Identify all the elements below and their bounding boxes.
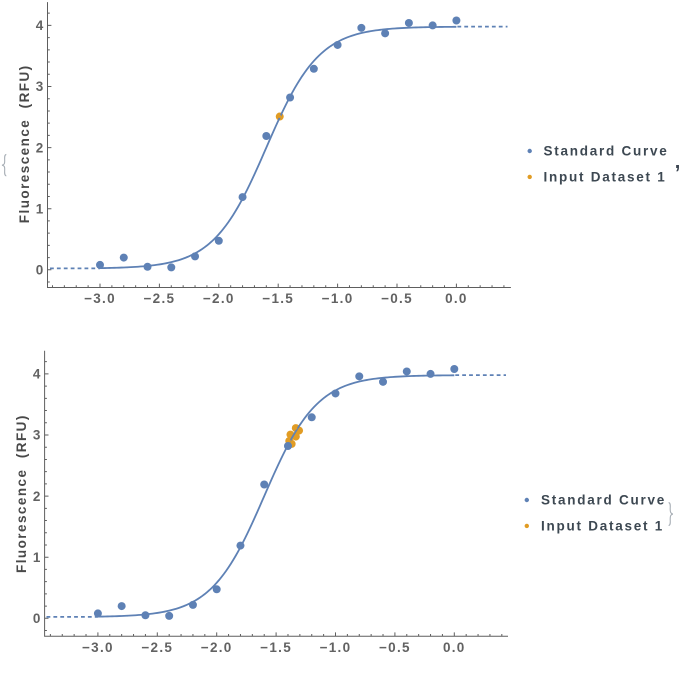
svg-text:4: 4 [33, 367, 41, 382]
svg-text:Standard Curve: Standard Curve [544, 144, 669, 159]
svg-text:−1.0: −1.0 [320, 640, 352, 655]
svg-text:4: 4 [36, 18, 44, 33]
svg-text:2: 2 [36, 140, 44, 155]
svg-text:−1.5: −1.5 [262, 291, 294, 306]
svg-text:−2.0: −2.0 [201, 640, 233, 655]
svg-text:0: 0 [36, 263, 44, 278]
svg-text:1: 1 [33, 550, 41, 565]
svg-text:−3.0: −3.0 [82, 640, 114, 655]
svg-text:3: 3 [33, 428, 41, 443]
svg-text:1: 1 [36, 201, 44, 216]
svg-text:Input Dataset 1: Input Dataset 1 [541, 519, 664, 534]
svg-text:−0.5: −0.5 [381, 291, 413, 306]
svg-text:3: 3 [36, 79, 44, 94]
svg-text:,: , [675, 151, 681, 173]
svg-text:−2.5: −2.5 [143, 291, 175, 306]
svg-text:0: 0 [33, 611, 41, 626]
svg-text:2: 2 [33, 489, 41, 504]
svg-text:0.0: 0.0 [445, 291, 468, 306]
svg-text:Fluorescence (RFU): Fluorescence (RFU) [14, 414, 29, 573]
svg-text:Standard Curve: Standard Curve [541, 493, 666, 508]
svg-text:−2.5: −2.5 [141, 640, 173, 655]
svg-text:Input Dataset 1: Input Dataset 1 [544, 170, 667, 185]
svg-text:−1.0: −1.0 [322, 291, 354, 306]
svg-text:Fluorescence (RFU): Fluorescence (RFU) [17, 64, 32, 223]
svg-text:0.0: 0.0 [443, 640, 466, 655]
svg-text:−3.0: −3.0 [84, 291, 116, 306]
svg-text:−1.5: −1.5 [260, 640, 292, 655]
svg-text:−0.5: −0.5 [379, 640, 411, 655]
svg-text:−2.0: −2.0 [203, 291, 235, 306]
